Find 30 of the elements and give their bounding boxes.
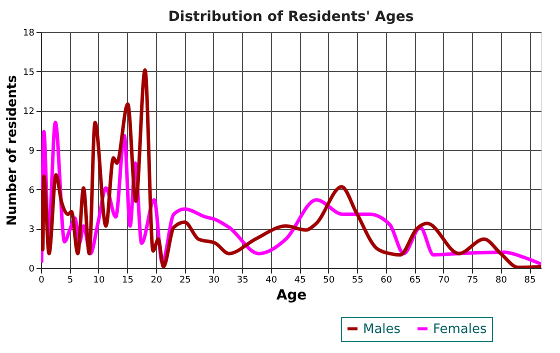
y-tick-label: 15 [23,68,34,78]
x-tick-label: 25 [179,276,191,286]
y-tick-label: 18 [23,28,35,38]
x-tick-label: 85 [524,276,536,286]
x-tick-label: 30 [208,276,220,286]
x-tick-label: 55 [352,276,364,286]
y-tick-label: 6 [28,186,35,196]
x-axis-title: Age [276,288,307,304]
x-tick-label: 40 [266,276,278,286]
x-tick-label: 80 [496,276,508,286]
x-tick-label: 75 [466,276,478,286]
x-tick-label: 0 [38,276,45,286]
chart-title: Distribution of Residents' Ages [168,9,414,25]
y-tick-label: 3 [28,225,34,236]
x-tick-label: 50 [323,276,335,286]
x-tick-label: 15 [122,276,134,286]
y-tick-label: 9 [28,146,35,156]
x-tick-label: 35 [236,276,248,286]
legend-label: Females [433,322,488,337]
x-tick-label: 45 [294,276,306,286]
x-tick-label: 20 [150,276,162,286]
x-tick-label: 5 [67,276,74,286]
x-tick-label: 70 [438,276,450,286]
x-tick-label: 10 [93,276,105,286]
x-tick-label: 65 [409,276,421,286]
legend-label: Males [363,322,401,337]
y-tick-label: 0 [28,264,35,274]
y-axis-title: Number of residents [5,74,20,226]
x-tick-label: 60 [380,276,392,286]
y-tick-label: 12 [23,107,34,118]
